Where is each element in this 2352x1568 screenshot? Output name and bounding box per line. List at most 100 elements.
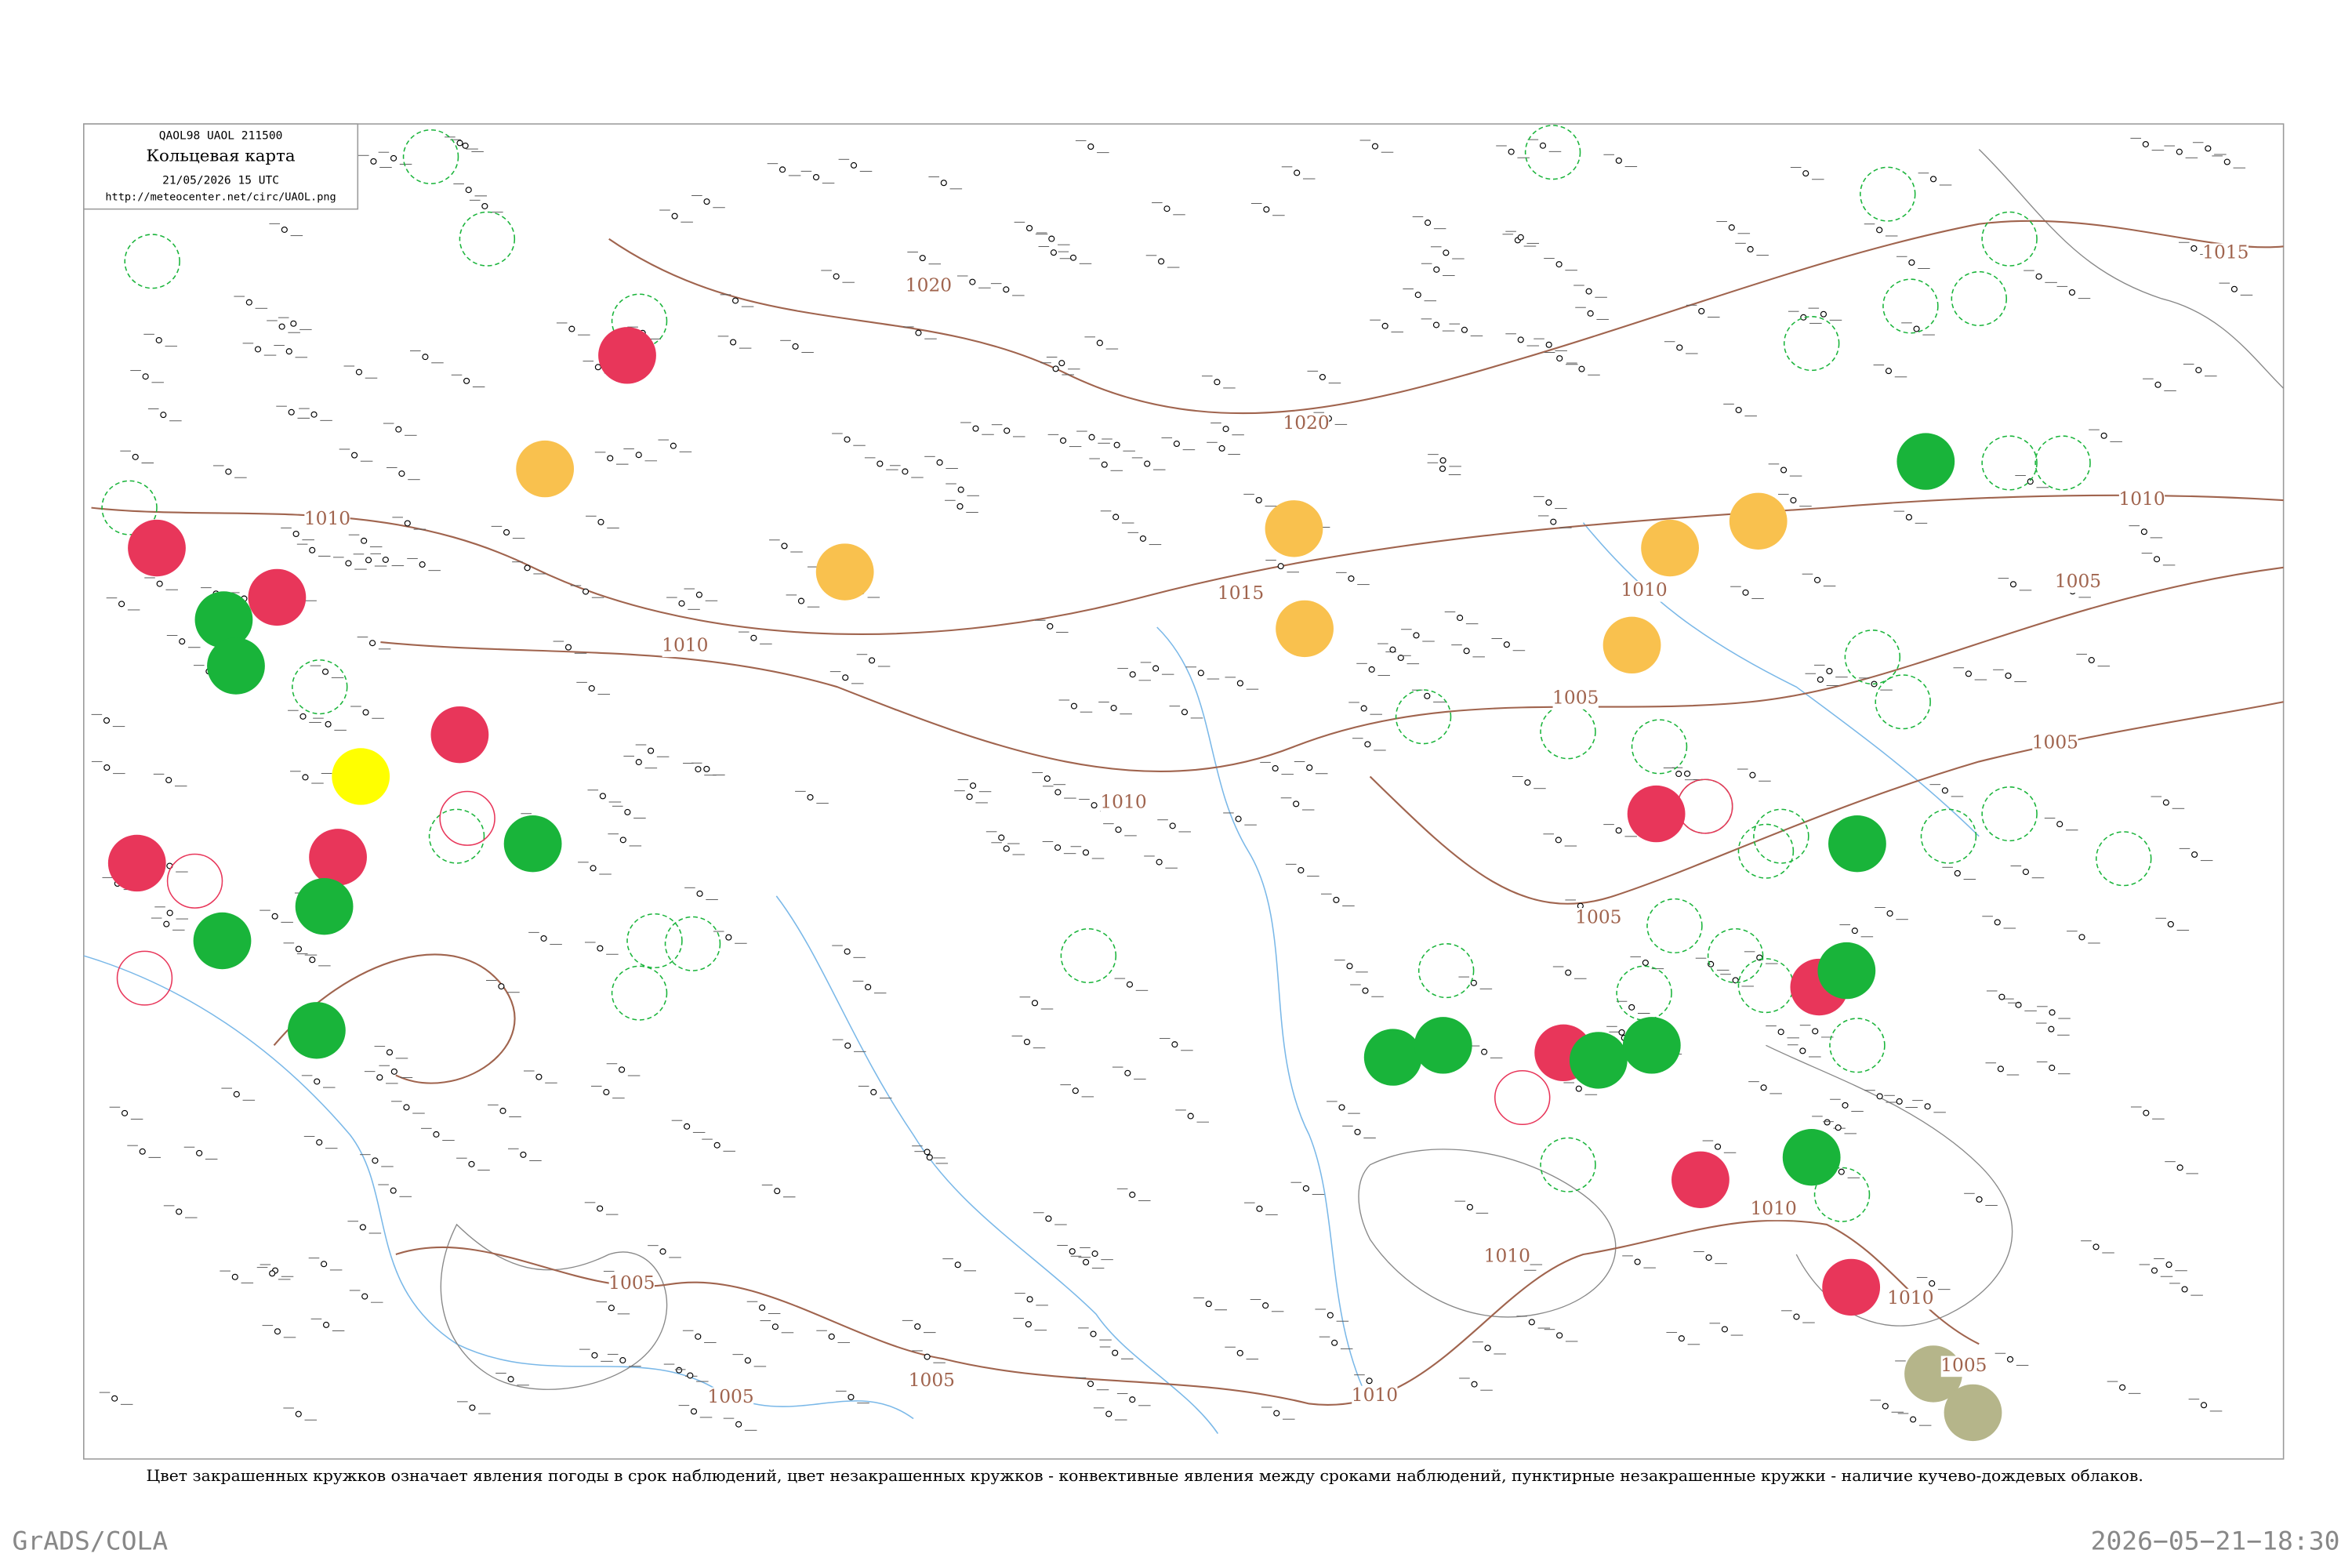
station-dot [670, 442, 677, 449]
map-frame [83, 123, 2285, 1460]
station-dot [695, 1333, 702, 1340]
station-dot [176, 1208, 183, 1215]
station-dot [1044, 775, 1051, 782]
isobar-label: 1010 [1750, 1199, 1796, 1219]
weather-circle [309, 829, 367, 886]
station-dot [1003, 845, 1010, 852]
station-dot [2140, 528, 2147, 535]
station-dot [1025, 225, 1033, 232]
station-dot [1197, 670, 1204, 677]
station-dot [1747, 245, 1754, 252]
phenomena-circles [101, 125, 2152, 1442]
station-dot [1256, 1205, 1263, 1212]
station-dot [844, 948, 851, 955]
station-dot [1263, 206, 1270, 213]
cb-circle [1737, 823, 1795, 879]
station-dot [499, 1107, 506, 1114]
station-dot [750, 634, 757, 641]
weather-circle [332, 748, 390, 805]
station-dot [1924, 1103, 1931, 1110]
station-dot [833, 273, 840, 280]
station-dot [481, 202, 488, 209]
isobar-label: 1010 [1887, 1288, 1933, 1308]
station-dot [1556, 355, 1563, 362]
cb-circle [1829, 1018, 1886, 1073]
station-dot [695, 766, 702, 773]
isobar-label-bg [1575, 908, 1621, 929]
station-dot [179, 638, 186, 645]
station-dot [608, 1305, 615, 1312]
station-dot [540, 935, 547, 942]
station-dot [1414, 292, 1421, 299]
station-dot [1851, 927, 1858, 935]
isobar-label: 1020 [1283, 413, 1329, 434]
isobar-label: 1005 [2032, 733, 2078, 753]
station-dot [1760, 1084, 1767, 1091]
isobar-label-bg [1552, 688, 1599, 710]
weather-circle [815, 543, 874, 601]
station-dot [1882, 1403, 1889, 1410]
station-dot [1235, 815, 1242, 822]
station-dot [1413, 632, 1420, 639]
station-dot [1272, 765, 1279, 772]
isobar-label: 1005 [707, 1387, 753, 1407]
station-dot [1587, 310, 1594, 317]
isobar-label-bg [2055, 572, 2101, 593]
station-dot [842, 674, 849, 681]
isobar-label: 1005 [1940, 1356, 1987, 1376]
weather-circle [1414, 1017, 1472, 1074]
station-dot [1443, 249, 1450, 256]
station-dot [302, 774, 309, 781]
station-dot [2006, 1356, 2014, 1363]
station-dot [1728, 224, 1735, 231]
cb-circle [402, 129, 459, 185]
station-dot [1813, 576, 1821, 583]
coastline [1358, 1149, 1617, 1318]
isobar-label: 1010 [1100, 793, 1146, 813]
station-dot [1319, 373, 1326, 380]
convective-circle [1494, 1069, 1551, 1126]
cb-circle [2096, 831, 2152, 887]
cb-circle [1981, 435, 2038, 491]
station-dot [1218, 445, 1225, 452]
station-dot [635, 759, 642, 766]
station-dot [290, 320, 297, 327]
station-dot [1466, 1203, 1473, 1210]
footer-left: GrADS/COLA [13, 1526, 169, 1556]
station-dot [713, 1142, 720, 1149]
station-dot [1262, 1302, 1269, 1309]
cb-circle [1882, 278, 1939, 334]
isobar-label: 1010 [662, 636, 708, 656]
station-dot [359, 1224, 366, 1231]
station-dot [1338, 1104, 1345, 1111]
cb-circle [1753, 808, 1809, 864]
station-dot [956, 503, 964, 510]
station-dot [1163, 205, 1171, 212]
isobar-label-bg [662, 636, 708, 658]
station-dot [924, 1149, 931, 1156]
station-dot [1069, 1248, 1076, 1255]
station-dot [1484, 1345, 1491, 1352]
station-dot [599, 793, 606, 800]
station-dot [1214, 379, 1221, 386]
station-dot [463, 377, 470, 384]
isobar-label: 1020 [906, 276, 952, 296]
station-dot [877, 460, 884, 467]
isobar [608, 220, 2284, 415]
weather-circle [287, 1002, 346, 1059]
isobar-label-bg [906, 276, 952, 298]
station-dot [1096, 339, 1103, 347]
station-dot [292, 530, 299, 537]
isobar-label: 1005 [1575, 908, 1621, 928]
station-dot [1004, 427, 1011, 434]
station-dot [1528, 1319, 1535, 1326]
cb-circle [1060, 928, 1117, 984]
station-dot [1721, 1326, 1728, 1333]
isobar-label-bg [707, 1387, 754, 1409]
station-dot [1003, 286, 1010, 293]
station-dot [924, 1353, 931, 1360]
station-dot [142, 373, 149, 380]
station-dot [597, 1205, 604, 1212]
station-dot [619, 837, 626, 844]
station-dot [1997, 1065, 2004, 1073]
